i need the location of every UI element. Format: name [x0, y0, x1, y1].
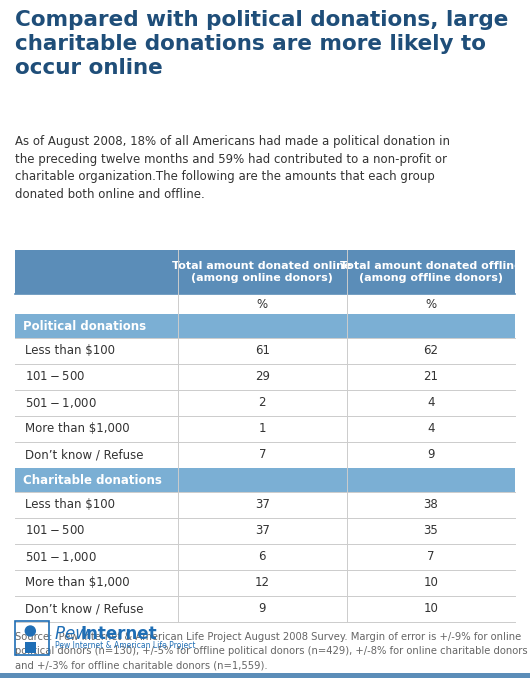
- Text: Pew: Pew: [55, 625, 94, 643]
- Bar: [15, 544, 515, 570]
- Text: Internet: Internet: [81, 625, 157, 643]
- Text: Don’t know / Refuse: Don’t know / Refuse: [25, 603, 144, 616]
- Bar: [15, 416, 515, 442]
- Text: 38: 38: [423, 498, 438, 511]
- Text: 7: 7: [427, 551, 435, 563]
- Text: $101-$500: $101-$500: [25, 370, 85, 384]
- Bar: [15, 442, 515, 468]
- Text: 10: 10: [423, 603, 438, 616]
- Bar: [15, 338, 515, 364]
- Bar: [15, 294, 515, 314]
- Text: Less than $100: Less than $100: [25, 344, 115, 357]
- Text: 6: 6: [259, 551, 266, 563]
- Bar: [15, 492, 515, 518]
- Bar: [0, 673, 530, 678]
- Bar: [15, 596, 515, 622]
- Text: 62: 62: [423, 344, 438, 357]
- Bar: [15, 570, 515, 596]
- Text: 21: 21: [423, 370, 438, 384]
- Text: 12: 12: [255, 576, 270, 589]
- Text: Less than $100: Less than $100: [25, 498, 115, 511]
- Text: Compared with political donations, large
charitable donations are more likely to: Compared with political donations, large…: [15, 10, 508, 78]
- Bar: [25, 642, 36, 653]
- Text: $101-$500: $101-$500: [25, 525, 85, 538]
- Text: As of August 2008, 18% of all Americans had made a political donation in
the pre: As of August 2008, 18% of all Americans …: [15, 135, 450, 201]
- Bar: [15, 468, 515, 492]
- Text: 2: 2: [259, 397, 266, 410]
- Text: 4: 4: [427, 422, 435, 435]
- Text: 9: 9: [427, 449, 435, 462]
- Text: 37: 37: [255, 498, 270, 511]
- Bar: [15, 364, 515, 390]
- Text: Pew Internet & American Life Project: Pew Internet & American Life Project: [55, 641, 196, 650]
- Circle shape: [25, 626, 36, 636]
- Bar: [15, 390, 515, 416]
- Text: 29: 29: [255, 370, 270, 384]
- Text: Charitable donations: Charitable donations: [23, 473, 162, 487]
- Text: 4: 4: [427, 397, 435, 410]
- Text: More than $1,000: More than $1,000: [25, 576, 130, 589]
- Text: $501-$1,000: $501-$1,000: [25, 396, 96, 410]
- Text: %: %: [425, 298, 436, 311]
- Bar: [15, 250, 515, 294]
- Text: 1: 1: [259, 422, 266, 435]
- Text: Total amount donated offline
(among offline donors): Total amount donated offline (among offl…: [340, 261, 522, 283]
- Text: 35: 35: [423, 525, 438, 538]
- Text: More than $1,000: More than $1,000: [25, 422, 130, 435]
- Bar: [15, 621, 49, 655]
- Text: 37: 37: [255, 525, 270, 538]
- Text: 61: 61: [255, 344, 270, 357]
- Bar: [15, 518, 515, 544]
- Text: Total amount donated online
(among online donors): Total amount donated online (among onlin…: [172, 261, 352, 283]
- Text: %: %: [257, 298, 268, 311]
- Text: $501-$1,000: $501-$1,000: [25, 550, 96, 564]
- Bar: [15, 314, 515, 338]
- Text: Political donations: Political donations: [23, 319, 146, 332]
- Text: Source:  Pew Internet & American Life Project August 2008 Survey. Margin of erro: Source: Pew Internet & American Life Pro…: [15, 632, 530, 670]
- Text: 10: 10: [423, 576, 438, 589]
- Text: 9: 9: [259, 603, 266, 616]
- Text: 7: 7: [259, 449, 266, 462]
- Text: Don’t know / Refuse: Don’t know / Refuse: [25, 449, 144, 462]
